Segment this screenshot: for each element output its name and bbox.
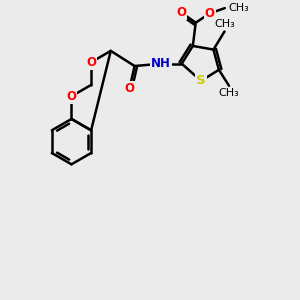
Text: O: O — [124, 82, 134, 95]
Text: O: O — [86, 56, 96, 69]
Text: CH₃: CH₃ — [219, 88, 239, 98]
Text: NH: NH — [151, 57, 171, 70]
Text: CH₃: CH₃ — [214, 19, 235, 28]
Text: O: O — [176, 6, 186, 19]
Text: O: O — [67, 90, 76, 103]
Text: O: O — [205, 7, 215, 20]
Text: S: S — [196, 74, 206, 87]
Text: CH₃: CH₃ — [228, 3, 249, 13]
